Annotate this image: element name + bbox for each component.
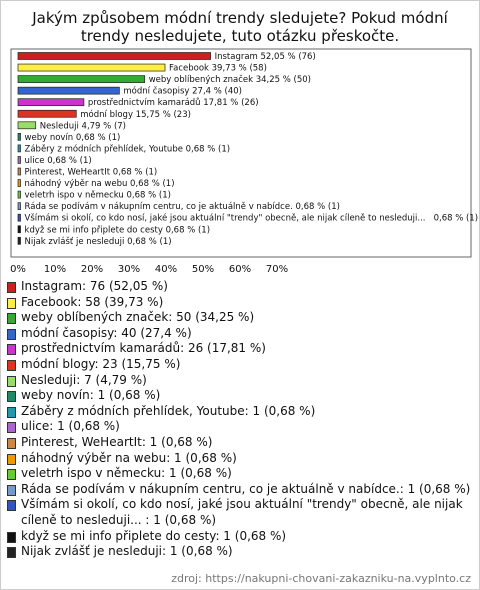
legend-item: weby novín: 1 (0,68 %) — [7, 388, 473, 404]
data-label: když se mi info připlete do cesty 0,68 %… — [25, 225, 211, 235]
data-label: Nesleduji 4,79 % (7) — [40, 121, 126, 131]
bar — [17, 63, 166, 72]
data-label: módní časopisy 27,4 % (40) — [123, 86, 242, 97]
x-tick-label: 0% — [10, 264, 26, 275]
legend-item: weby oblíbených značek: 50 (34,25 %) — [7, 310, 473, 326]
legend-label: módní blogy: 23 (15,75 %) — [21, 356, 181, 371]
legend-label: Nesleduji: 7 (4,79 %) — [21, 372, 147, 387]
legend: Instagram: 76 (52,05 %) Facebook: 58 (39,… — [7, 279, 473, 560]
legend-swatch — [7, 406, 16, 418]
x-tick-label: 40% — [155, 264, 177, 275]
legend-item: prostřednictvím kamarádů: 26 (17,81 %) — [7, 341, 473, 357]
legend-swatch — [7, 344, 16, 356]
data-label: módní blogy 15,75 % (23) — [80, 109, 191, 120]
data-label: Ráda se podívám v nákupním centru, co je… — [25, 202, 340, 212]
legend-swatch — [7, 391, 16, 403]
legend-swatch — [7, 313, 16, 325]
legend-label: když se mi info připlete do cesty: 1 (0,… — [21, 528, 287, 543]
data-label: Záběry z módních přehlídek, Youtube 0,68… — [25, 143, 231, 154]
legend-swatch — [7, 469, 16, 481]
data-label: ulice 0,68 % (1) — [25, 156, 92, 166]
x-tick-label: 50% — [192, 264, 214, 275]
bar — [17, 121, 37, 130]
legend-item: Instagram: 76 (52,05 %) — [7, 279, 473, 295]
data-label: Všímám si okolí, co kdo nosí, jaké jsou … — [25, 213, 479, 224]
legend-label: módní časopisy: 40 (27,4 %) — [21, 325, 192, 340]
bar — [17, 109, 77, 118]
legend-swatch — [7, 297, 16, 309]
plot-frame — [10, 48, 472, 258]
legend-swatch — [7, 500, 16, 512]
bar — [17, 179, 21, 187]
legend-item: náhodný výběr na webu: 1 (0,68 %) — [7, 451, 473, 467]
legend-swatch — [7, 328, 16, 340]
legend-swatch — [7, 422, 16, 434]
legend-item: módní časopisy: 40 (27,4 %) — [7, 326, 473, 342]
bar — [17, 202, 21, 210]
legend-label: ulice: 1 (0,68 %) — [21, 419, 120, 434]
bar — [17, 225, 21, 234]
bar — [17, 52, 211, 60]
legend-item: módní blogy: 23 (15,75 %) — [7, 357, 473, 373]
legend-label: Nijak zvlášť je nesleduji: 1 (0,68 %) — [21, 544, 233, 559]
x-tick-label: 70% — [266, 264, 288, 275]
bar — [17, 86, 120, 95]
legend-swatch — [7, 437, 16, 449]
legend-swatch — [7, 359, 16, 371]
legend-label: náhodný výběr na webu: 1 (0,68 %) — [21, 450, 237, 465]
chart-title: Jakým způsobem módní trendy sledujete? P… — [32, 9, 448, 45]
legend-swatch — [7, 547, 16, 559]
legend-item: Pinterest, WeHeartIt: 1 (0,68 %) — [7, 435, 473, 451]
bar — [17, 167, 21, 176]
legend-label: Pinterest, WeHeartIt: 1 (0,68 %) — [21, 434, 213, 449]
data-label: Instagram 52,05 % (76) — [215, 52, 316, 62]
bar — [17, 133, 21, 141]
bar — [17, 156, 21, 164]
legend-item: Ráda se podívám v nákupním centru, co je… — [7, 482, 473, 498]
legend-item: veletrh ispo v německu: 1 (0,68 %) — [7, 466, 473, 482]
source: zdroj: https://nakupni-chovani-zakazniku… — [171, 572, 471, 585]
data-label: náhodný výběr na webu 0,68 % (1) — [25, 179, 175, 189]
x-tick-label: 10% — [44, 264, 66, 275]
legend-swatch — [7, 531, 16, 543]
legend-label: weby novín: 1 (0,68 %) — [21, 388, 161, 403]
x-tick-label: 60% — [229, 264, 251, 275]
legend-label: veletrh ispo v německu: 1 (0,68 %) — [21, 466, 232, 481]
data-label: Pinterest, WeHeartIt 0,68 % (1) — [25, 168, 158, 178]
bar — [17, 190, 21, 199]
legend-label: Facebook: 58 (39,73 %) — [21, 294, 164, 309]
legend-swatch — [7, 484, 16, 496]
bar — [17, 144, 21, 153]
legend-label: prostřednictvím kamarádů: 26 (17,81 %) — [21, 341, 266, 356]
legend-item: Všímám si okolí, co kdo nosí, jaké jsou … — [7, 497, 473, 528]
chart: 0% 10% 20% 30% 40% 50% 60% 70% Instagram 52,05 %… — [10, 48, 479, 275]
legend-swatch — [7, 282, 16, 293]
legend-label: Ráda se podívám v nákupním centru, co je… — [21, 481, 471, 496]
bar — [17, 213, 21, 222]
data-label: weby novín 0,68 % (1) — [25, 133, 121, 143]
x-tick-label: 20% — [81, 264, 103, 275]
data-label: veletrh ispo v německu 0,68 % (1) — [25, 191, 171, 201]
legend-label: weby oblíbených značek: 50 (34,25 %) — [21, 310, 255, 325]
legend-item: když se mi info připlete do cesty: 1 (0,… — [7, 529, 473, 545]
x-tick-label: 30% — [118, 264, 140, 275]
legend-label: Záběry z módních přehlídek, Youtube: 1 (… — [21, 403, 316, 418]
data-label: Nijak zvlášť je nesleduji 0,68 % (1) — [25, 236, 172, 247]
data-label: weby oblíbených značek 34,25 % (50) — [149, 74, 311, 85]
legend-item: Záběry z módních přehlídek, Youtube: 1 (… — [7, 404, 473, 420]
legend-swatch — [7, 453, 16, 465]
data-label: Facebook 39,73 % (58) — [169, 64, 267, 74]
legend-label: Instagram: 76 (52,05 %) — [21, 279, 168, 293]
bar — [17, 98, 85, 107]
data-label: prostřednictvím kamarádů 17,81 % (26) — [88, 97, 259, 108]
bar — [17, 236, 21, 245]
legend-item: Facebook: 58 (39,73 %) — [7, 295, 473, 311]
legend-label: Všímám si okolí, co kdo nosí, jaké jsou … — [21, 497, 463, 527]
bar — [17, 75, 146, 83]
legend-item: Nijak zvlášť je nesleduji: 1 (0,68 %) — [7, 544, 473, 560]
legend-item: ulice: 1 (0,68 %) — [7, 419, 473, 435]
legend-swatch — [7, 375, 16, 387]
legend-item: Nesleduji: 7 (4,79 %) — [7, 373, 473, 389]
